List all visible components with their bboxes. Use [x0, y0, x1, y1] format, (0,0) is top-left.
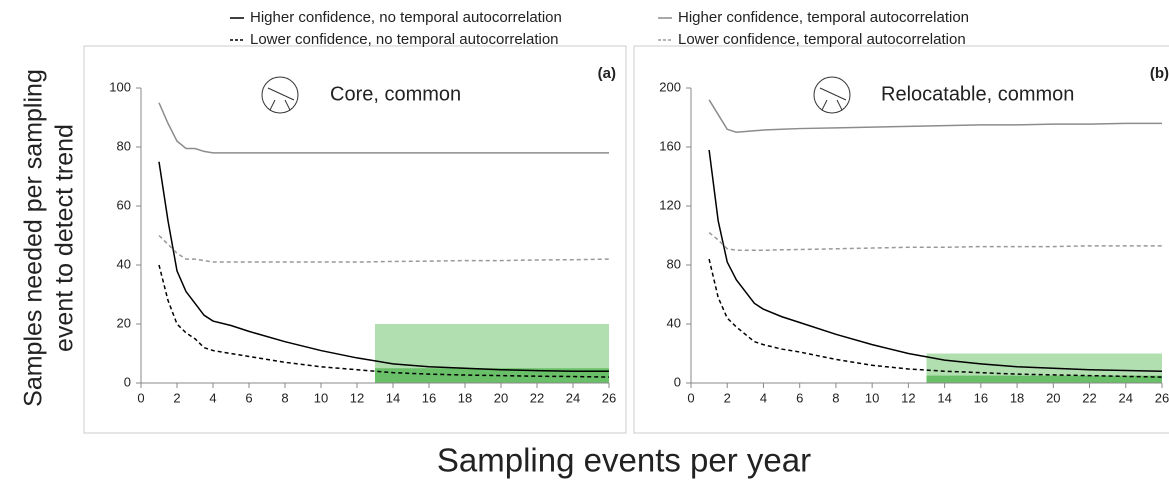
x-tick-label: 24 [1119, 390, 1133, 405]
y-tick-label: 120 [659, 197, 681, 212]
x-tick-label: 12 [901, 390, 915, 405]
y-tick-label: 40 [117, 256, 131, 271]
x-tick-label: 20 [494, 390, 508, 405]
series-line [158, 234, 610, 263]
x-tick-label: 0 [137, 390, 144, 405]
x-tick-label: 18 [1010, 390, 1024, 405]
series-line [708, 231, 1162, 251]
series-line [708, 258, 1163, 378]
y-tick-label: 100 [109, 79, 131, 94]
x-tick-label: 22 [1082, 390, 1096, 405]
x-tick-label: 2 [173, 390, 180, 405]
x-tick-label: 16 [422, 390, 436, 405]
y-tick-label: 0 [124, 374, 131, 389]
x-tick-label: 12 [350, 390, 364, 405]
x-tick-label: 2 [724, 390, 731, 405]
y-tick-label: 20 [117, 315, 131, 330]
y-axis-label: event to detect trend [51, 124, 79, 352]
y-tick-label: 40 [667, 315, 681, 330]
legend-label: Higher confidence, no temporal autocorre… [250, 9, 562, 26]
x-tick-label: 18 [458, 390, 472, 405]
x-axis-label: Sampling events per year [437, 442, 811, 479]
x-tick-label: 14 [937, 390, 951, 405]
y-axis-label: Samples needed per sampling [20, 69, 48, 407]
shaded-region [926, 375, 1162, 383]
x-tick-label: 24 [566, 390, 580, 405]
x-tick-label: 16 [974, 390, 988, 405]
x-tick-label: 10 [865, 390, 879, 405]
series-line [708, 149, 1163, 372]
panel-frame [633, 45, 1169, 434]
x-tick-label: 4 [760, 390, 767, 405]
legend-label: Lower confidence, temporal autocorrelati… [678, 31, 966, 48]
legend-label: Lower confidence, no temporal autocorrel… [250, 31, 559, 48]
x-tick-label: 8 [281, 390, 288, 405]
x-tick-label: 4 [209, 390, 216, 405]
panel-frame [83, 45, 627, 434]
y-tick-label: 160 [659, 138, 681, 153]
x-tick-label: 8 [832, 390, 839, 405]
legend-label: Higher confidence, temporal autocorrelat… [678, 9, 969, 26]
y-tick-label: 80 [117, 138, 131, 153]
series-line [158, 102, 609, 154]
y-tick-label: 200 [659, 79, 681, 94]
mosquito-icon [261, 76, 851, 114]
x-tick-label: 0 [687, 390, 694, 405]
series-line [708, 99, 1162, 134]
y-tick-label: 0 [674, 374, 681, 389]
y-tick-label: 60 [117, 197, 131, 212]
panel-title: Relocatable, common [881, 83, 1074, 105]
x-tick-label: 10 [314, 390, 328, 405]
y-tick-label: 80 [667, 256, 681, 271]
x-tick-label: 26 [1155, 390, 1169, 405]
x-tick-label: 14 [386, 390, 400, 405]
x-tick-label: 6 [245, 390, 252, 405]
panel-label: (a) [598, 65, 616, 82]
panel-label: (b) [1150, 65, 1169, 82]
panel-title: Core, common [330, 83, 461, 105]
x-tick-label: 20 [1046, 390, 1060, 405]
x-tick-label: 6 [796, 390, 803, 405]
x-tick-label: 22 [530, 390, 544, 405]
x-tick-label: 26 [602, 390, 616, 405]
series-line [158, 161, 609, 372]
